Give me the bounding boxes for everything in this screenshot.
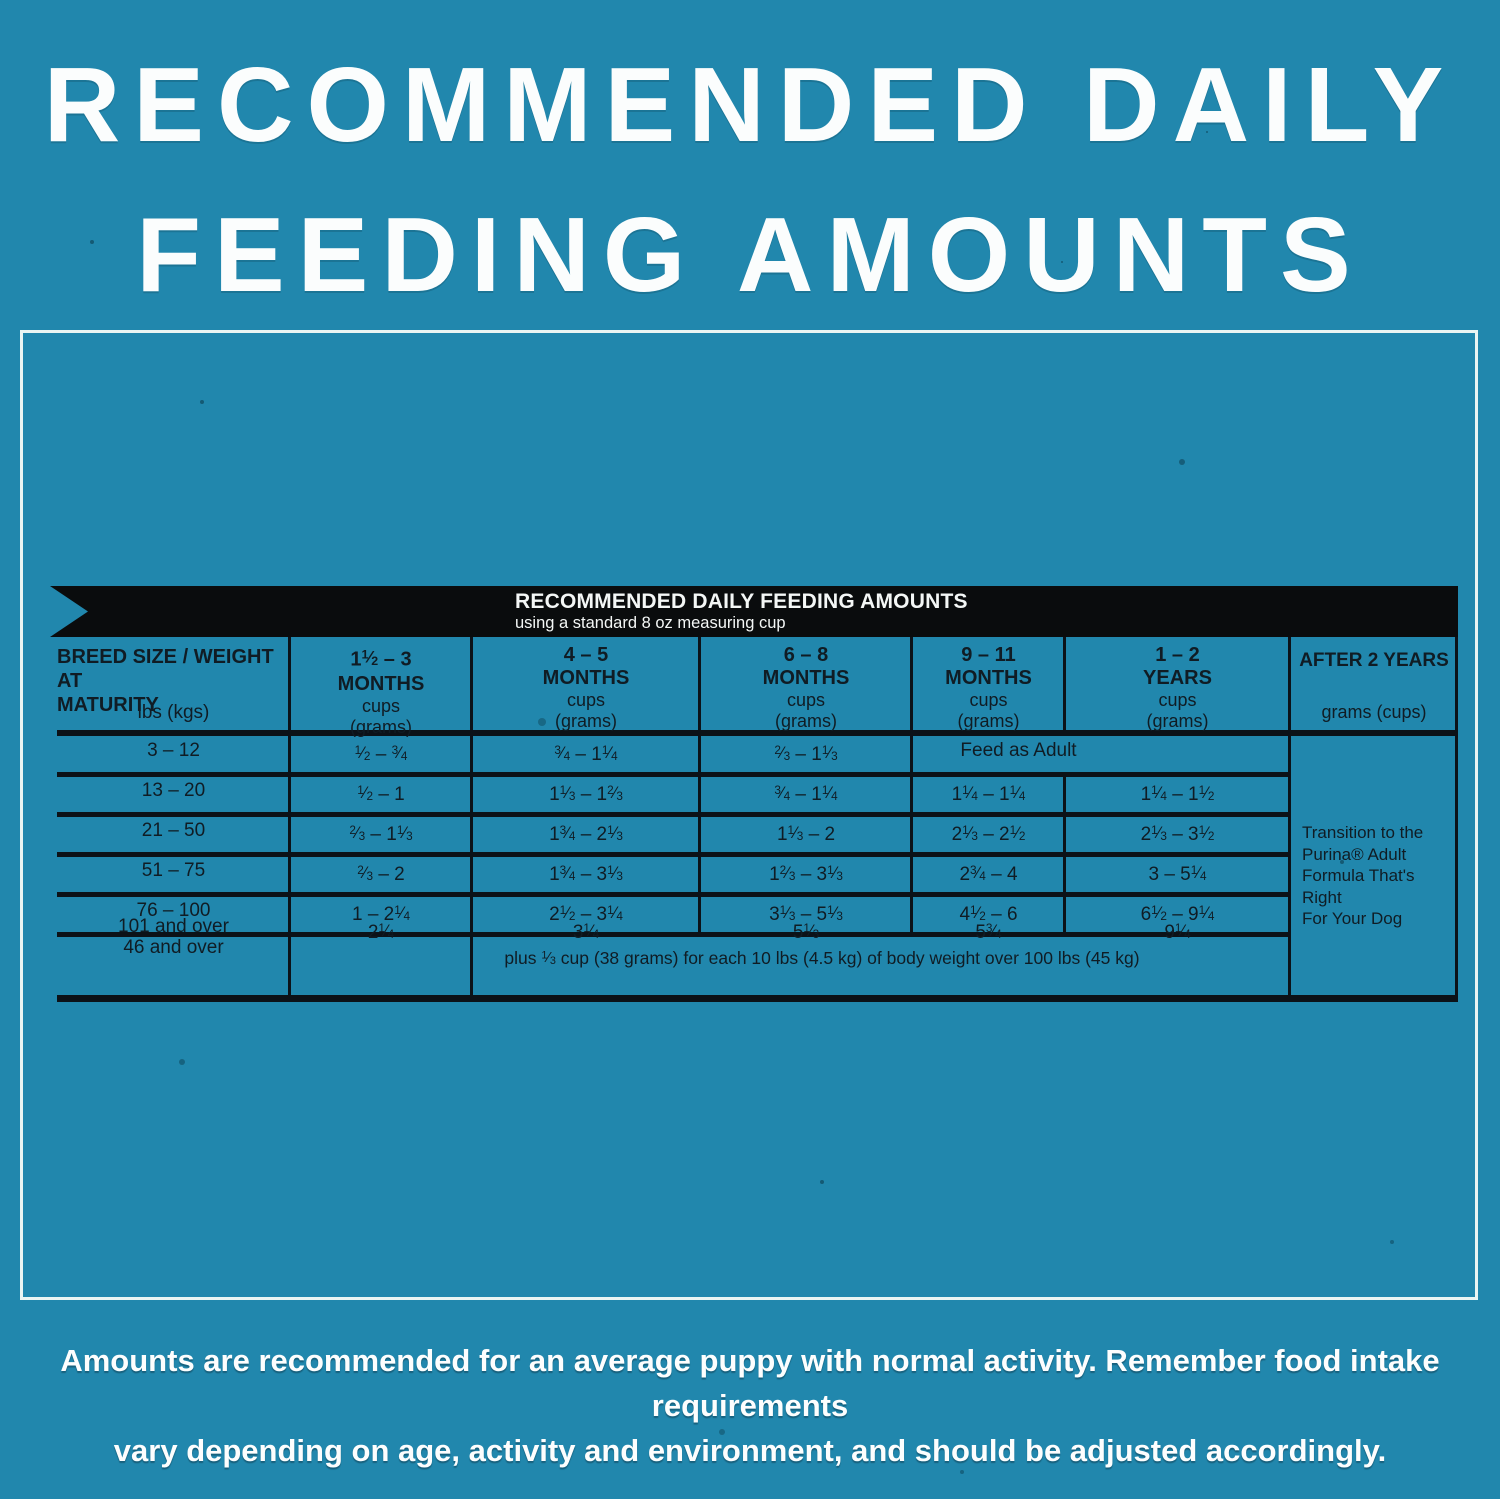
footer-note: Amounts are recommended for an average p… xyxy=(60,1343,1440,1468)
cell-value: 61⁄2 – 91⁄4 xyxy=(1140,903,1215,926)
divider-col4 xyxy=(910,637,913,932)
cell-weight: 21 – 50 xyxy=(141,820,206,841)
col-header-period-1: 4 – 5 MONTHS cups (grams) xyxy=(472,644,700,732)
period-measure: cups (grams) xyxy=(555,690,617,731)
period-unit: MONTHS xyxy=(762,667,850,689)
table-right-border xyxy=(1455,637,1458,995)
banner-text-block: RECOMMENDED DAILY FEEDING AMOUNTS using … xyxy=(515,590,968,633)
col-header-after2years-units: grams (cups) xyxy=(1321,702,1427,722)
table-bottom-rule xyxy=(57,995,1458,1002)
cell-value: 21⁄3 – 31⁄2 xyxy=(1140,823,1215,846)
period-unit: MONTHS xyxy=(945,667,1032,689)
row-separator xyxy=(57,932,1290,937)
period-measure: cups (grams) xyxy=(1146,690,1209,731)
adult-transition-note: Transition to the Purina® Adult Formula … xyxy=(1302,823,1424,928)
period-range: 6 – 8 xyxy=(783,644,829,666)
oversize-note: plus 1⁄3 cup (38 grams) for each 10 lbs … xyxy=(504,948,1140,968)
period-unit: MONTHS xyxy=(337,673,425,696)
cell-value: 2⁄3 – 11⁄3 xyxy=(774,743,838,766)
cell-value: 3⁄4 – 11⁄4 xyxy=(554,743,618,766)
cell-value: 1⁄2 – 1 xyxy=(357,783,405,806)
cell-value: 3⁄4 – 11⁄4 xyxy=(774,783,838,806)
period-unit: YEARS xyxy=(1143,667,1212,689)
cell-weight: 51 – 75 xyxy=(141,860,206,881)
cell-value: 3 – 51⁄4 xyxy=(1148,863,1207,886)
col-header-after2years: AFTER 2 YEARS xyxy=(1299,650,1449,671)
cell-value: 21⁄3 – 21⁄2 xyxy=(951,823,1026,846)
cell-value: 2⁄3 – 2 xyxy=(357,863,405,886)
cell-value: 31⁄4 xyxy=(572,921,600,944)
period-unit: MONTHS xyxy=(542,667,630,689)
cell-value: 11⁄3 – 2 xyxy=(776,823,836,846)
cell-value: 2⁄3 – 11⁄3 xyxy=(349,823,413,846)
cell-value: 31⁄3 – 51⁄3 xyxy=(769,903,843,926)
col-header-period-3: 9 – 11 MONTHS cups (grams) xyxy=(912,644,1065,732)
period-measure: cups (grams) xyxy=(350,696,412,738)
table-subtitle: using a standard 8 oz measuring cup xyxy=(515,614,786,632)
cell-value: 12⁄3 – 31⁄3 xyxy=(769,863,843,886)
cell-value: 21⁄2 – 31⁄4 xyxy=(549,903,623,926)
cell-value: 1⁄2 – 3⁄4 xyxy=(354,743,408,766)
cell-value: 53⁄4 xyxy=(975,921,1002,944)
row-separator xyxy=(57,812,1290,817)
cell-weight: 76 – 100 xyxy=(136,900,211,921)
col-header-period-4: 1 – 2 YEARS cups (grams) xyxy=(1065,644,1290,732)
cell-value: 1 – 21⁄4 xyxy=(351,903,411,926)
divider-col5-header xyxy=(1063,637,1066,731)
paper-specks xyxy=(200,400,204,404)
col-header-breed: BREED SIZE / WEIGHT AT MATURITY xyxy=(57,646,274,716)
period-range: 4 – 5 xyxy=(563,644,609,666)
header-rule xyxy=(57,730,1458,736)
cell-value: 11⁄4 – 11⁄4 xyxy=(951,783,1026,806)
cell-value: 51⁄3 xyxy=(792,921,820,944)
period-measure: cups (grams) xyxy=(957,690,1020,731)
period-range: 9 – 11 xyxy=(961,644,1016,666)
table-title: RECOMMENDED DAILY FEEDING AMOUNTS xyxy=(515,590,968,613)
cell-value: 11⁄4 – 11⁄2 xyxy=(1140,783,1215,806)
cell-weight: 101 and over 46 and over xyxy=(118,916,229,958)
period-range: 11⁄2 – 3 xyxy=(350,648,412,671)
cell-value: 91⁄4 xyxy=(1164,921,1191,944)
cell-weight: 13 – 20 xyxy=(141,780,206,801)
cell-value: 23⁄4 – 4 xyxy=(959,863,1018,886)
row-separator xyxy=(57,852,1290,857)
banner-ribbon xyxy=(50,586,1458,637)
cell-value: 13⁄4 – 31⁄3 xyxy=(549,863,623,886)
col-header-period-0: 11⁄2 – 3 MONTHS cups (grams) xyxy=(290,644,472,738)
cell-value: 11⁄3 – 12⁄3 xyxy=(549,783,623,806)
cell-value: 13⁄4 – 21⁄3 xyxy=(549,823,623,846)
row-separator xyxy=(57,772,1290,777)
col-header-breed-units: lbs (kgs) xyxy=(137,702,210,723)
period-range: 1 – 2 xyxy=(1155,644,1200,666)
cell-feed-as-adult: Feed as Adult xyxy=(960,740,1077,761)
cell-value: 41⁄2 – 6 xyxy=(959,903,1018,926)
col-header-period-2: 6 – 8 MONTHS cups (grams) xyxy=(700,644,912,732)
row-separator xyxy=(57,892,1290,897)
period-measure: cups (grams) xyxy=(775,690,837,731)
divider-col3 xyxy=(698,637,701,932)
page-title: RECOMMENDED DAILY FEEDING AMOUNTS xyxy=(43,46,1457,314)
content-frame xyxy=(20,330,1478,1300)
cell-weight: 3 – 12 xyxy=(147,740,200,761)
cell-value: 21⁄4 xyxy=(367,921,395,944)
